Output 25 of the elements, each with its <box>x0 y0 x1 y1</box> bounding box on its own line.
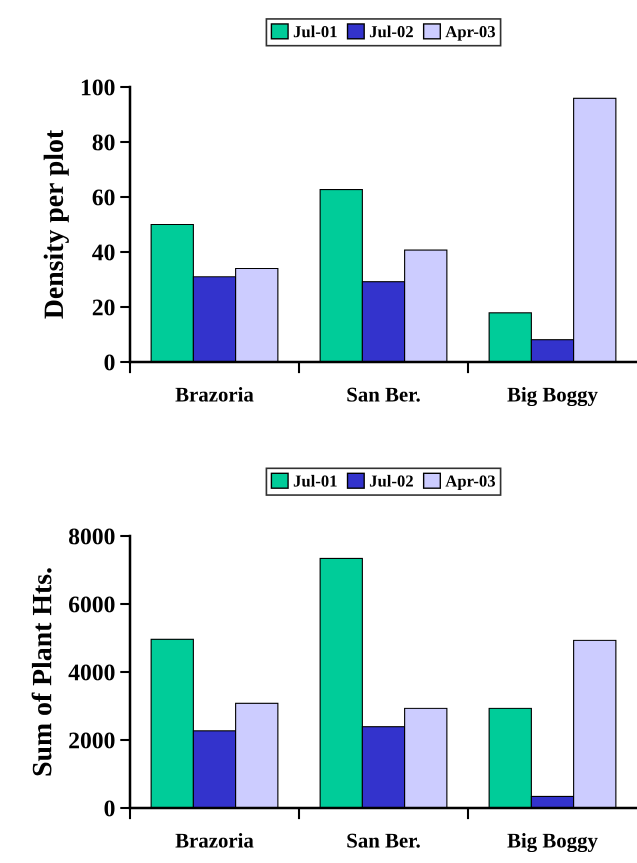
x-tick-label: San Ber. <box>347 834 420 848</box>
y-tick-label: 0 <box>104 354 115 370</box>
legend-label: Jul-02 <box>370 26 413 38</box>
y-tick-label: 4000 <box>68 664 115 680</box>
y-tick-label: 2000 <box>69 732 115 748</box>
y-axis-title: Density per plot <box>44 130 69 319</box>
legend-label: Jul-01 <box>294 26 337 38</box>
y-tick-label: 100 <box>82 79 115 96</box>
legend-label: Jul-01 <box>294 474 337 487</box>
y-tick-label: 60 <box>92 189 115 206</box>
y-tick-label: 80 <box>92 134 115 150</box>
x-tick-label: San Ber. <box>347 388 420 402</box>
y-tick-label: 0 <box>104 800 115 816</box>
y-tick-label: 40 <box>92 244 115 260</box>
legend-label: Apr-03 <box>445 475 496 490</box>
y-tick-label: 8000 <box>68 528 115 544</box>
x-tick-label: Big Boggy <box>507 833 598 852</box>
y-tick-label: 6000 <box>69 596 115 612</box>
y-axis-title: Sum of Plant Hts. <box>32 568 52 776</box>
legend-label: Apr-03 <box>445 26 496 41</box>
x-tick-label: Brazoria <box>176 387 254 402</box>
x-tick-label: Big Boggy <box>507 387 598 406</box>
legend-label: Jul-02 <box>370 474 413 487</box>
y-tick-label: 20 <box>92 299 115 316</box>
x-tick-label: Brazoria <box>176 833 254 848</box>
